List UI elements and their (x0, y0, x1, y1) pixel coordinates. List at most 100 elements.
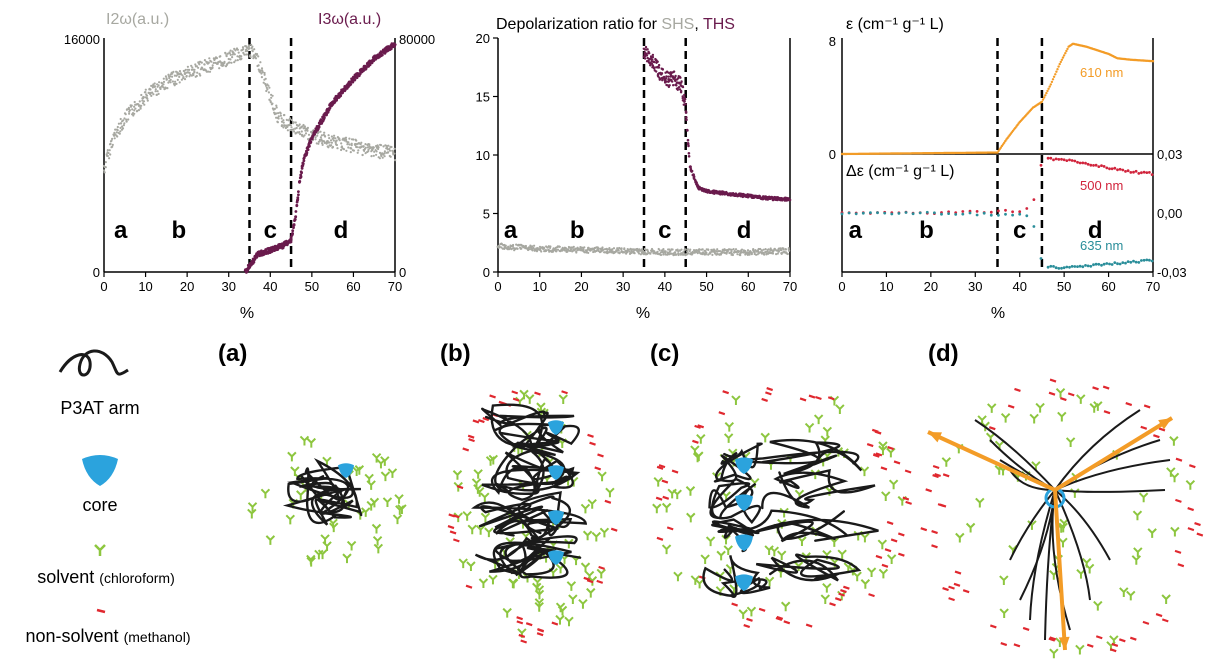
chart2-ths-point (661, 79, 664, 82)
solvent-molecule (987, 403, 997, 413)
chart1-i2w-point (111, 143, 114, 146)
solvent-molecule (777, 550, 787, 561)
chart2-shs-point (611, 248, 614, 251)
chart3-upper-ytick-min: 0 (829, 147, 836, 162)
nonsolvent-molecule (880, 466, 888, 471)
chart2-ths-point (678, 88, 682, 91)
chart1-i2w-point (127, 118, 130, 121)
nonsolvent-molecule (875, 452, 883, 457)
chart1-i2w-point (260, 67, 264, 70)
chart3-500nm-point (1105, 166, 1109, 170)
nonsolvent-molecule (937, 503, 945, 508)
chart1-ytick-right-max: 80000 (399, 32, 435, 47)
chart1-i2w-point (208, 70, 212, 73)
chart2-ths-point (682, 103, 685, 106)
solvent-molecule (371, 523, 382, 534)
chart2-shs-point (558, 245, 561, 248)
chart3-500nm-point (1068, 158, 1071, 162)
chart1-i3w-point (349, 82, 353, 86)
chart1-i2w-point (255, 53, 258, 56)
chart1-i2w-point (243, 53, 246, 56)
chart1-i2w-point (183, 72, 187, 76)
chart1-i3w-point (370, 61, 374, 65)
chart1-i2w-point (120, 122, 123, 125)
solvent-molecule (596, 568, 606, 579)
nonsolvent-molecule (775, 616, 783, 622)
core-blob (338, 463, 354, 478)
nonsolvent-molecule (799, 397, 807, 402)
nonsolvent-molecule (467, 434, 475, 439)
chart2-shs-point (620, 247, 623, 250)
chart2-shs-point (775, 253, 778, 256)
chart1-i2w-point (361, 153, 364, 157)
chart1-i2w-point (267, 91, 270, 94)
solvent-molecule (760, 432, 770, 443)
chart3-500nm-point (1084, 161, 1087, 165)
chart1-xtick-label: 70 (388, 279, 402, 294)
chart3-500nm-point (1150, 173, 1154, 177)
chart1-i2w-point (335, 143, 338, 147)
solvent-molecule (878, 445, 888, 456)
chart3-lower-ytick-mid: 0,00 (1157, 206, 1182, 221)
chart1-i2w-point (387, 144, 390, 147)
solvent-molecule (387, 468, 398, 478)
nonsolvent-molecule (843, 585, 850, 590)
chart1-i2w-point (261, 71, 264, 74)
chart2-ths-point (676, 88, 679, 92)
chart1-i2w-point (140, 93, 143, 97)
chart1-i2w-point (330, 141, 333, 144)
nonsolvent-molecule (942, 473, 950, 478)
chart1-i2w-point (319, 136, 322, 139)
schem-d-arrow (927, 430, 1056, 492)
chart1-i2w-point (222, 64, 225, 67)
chart1-i2w-point (108, 149, 111, 152)
chart3-635nm-point (1039, 257, 1043, 260)
solvent-icon (94, 544, 106, 556)
nonsolvent-molecule (551, 621, 559, 626)
solvent-molecule (247, 502, 258, 512)
chart1-i2w-point (109, 153, 112, 156)
nonsolvent-molecule (1129, 636, 1137, 641)
chart1-i2w-point (185, 75, 188, 78)
nonsolvent-molecule (1175, 498, 1182, 503)
panel-label-d: (d) (928, 340, 959, 367)
solvent-molecule (1132, 510, 1143, 521)
solvent-molecule (673, 571, 683, 582)
nonsolvent-molecule (953, 582, 961, 587)
nonsolvent-molecule (586, 579, 594, 584)
chart1-i2w-point (387, 151, 390, 154)
nonsolvent-molecule (868, 593, 875, 598)
nonsolvent-molecule (1140, 425, 1148, 430)
chart1-i2w-point (171, 75, 174, 78)
chart2-ths-point (665, 75, 668, 78)
nonsolvent-molecule (962, 589, 970, 594)
solvent-molecule (764, 576, 775, 587)
chart1-i2w-point (227, 57, 230, 61)
chart1-i2w-point (102, 169, 106, 172)
core-icon (82, 455, 118, 486)
chart1-i2w-point (364, 143, 367, 146)
chart2-shs-point (623, 247, 626, 250)
chart1-i2w-point (268, 98, 271, 101)
chart1-i2w-point (207, 61, 210, 64)
solvent-molecule (813, 414, 824, 425)
chart2-ths-point (647, 61, 651, 64)
chart1-i2w-point (318, 140, 321, 143)
solvent-molecule (941, 457, 952, 467)
nonsolvent-molecule (1188, 464, 1196, 469)
chart1-i3w-point (393, 43, 397, 46)
solvent-molecule (653, 476, 663, 487)
chart1-i2w-point (290, 126, 293, 129)
chart2-shs-point (711, 253, 714, 256)
chart1-i2w-point (310, 130, 313, 133)
chart1-i2w-point (254, 57, 258, 60)
legend-nonsolvent-name: non-solvent (26, 626, 119, 646)
chart1-i2w-point (283, 113, 286, 117)
chart1-i2w-point (165, 78, 168, 81)
chart3-635nm-point (1011, 213, 1014, 217)
nonsolvent-molecule (904, 469, 912, 474)
chart1-i3w-point (309, 141, 312, 145)
chart3-500nm-point (989, 210, 993, 214)
chart1-i2w-point (180, 78, 183, 81)
